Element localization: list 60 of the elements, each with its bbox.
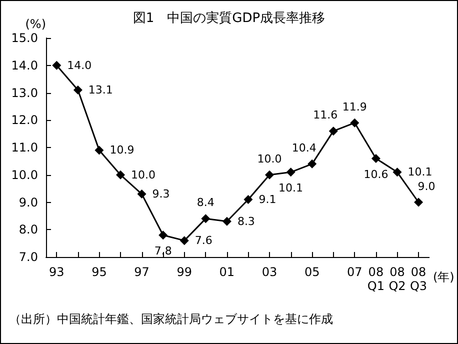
point (286, 168, 296, 177)
data-label: 14.0 (67, 58, 92, 72)
text: （出所）中国統計年鑑、国家統計局ウェブサイトを基に作成 (9, 312, 333, 326)
x-tick-label: 93 (49, 265, 64, 279)
data-label: 11.6 (313, 108, 338, 122)
x-tick-label: 95 (92, 265, 107, 279)
y-tick-label: 10.0 (11, 168, 38, 182)
data-label: 7.6 (194, 234, 212, 248)
y-tick-label: 7.0 (18, 250, 38, 264)
data-label: 9.1 (258, 193, 276, 206)
y-tick-label: 12.0 (11, 113, 38, 128)
y-axis-title: (%) (25, 17, 46, 31)
data-label: 10.6 (364, 168, 388, 181)
data-label: 10.1 (278, 182, 304, 195)
data-label: 13.1 (88, 84, 113, 97)
point (137, 190, 146, 199)
x-tick-label: 03 (262, 265, 278, 279)
point (265, 170, 274, 180)
y-tick-label: 9.0 (18, 195, 38, 210)
y-tick-label: 15.0 (11, 31, 38, 45)
point (308, 159, 317, 168)
x-tick-label: 01 (219, 265, 235, 279)
point (116, 170, 126, 180)
data-label: 8.3 (237, 214, 255, 228)
x-tick-label: 97 (134, 265, 150, 279)
y-tick-label: 8.0 (18, 222, 38, 237)
x-tick-label: 99 (176, 265, 192, 279)
point (180, 236, 189, 246)
point (94, 146, 104, 155)
x-tick-label: 08 Q3 (410, 265, 428, 293)
x-axis-title: (年) (432, 270, 454, 284)
data-label: 11.9 (342, 100, 367, 114)
data-label: 10.0 (131, 168, 156, 182)
point (73, 86, 82, 95)
x-tick-label: 07 (347, 265, 362, 279)
x-tick-label: 08 Q1 (367, 265, 384, 293)
y-tick-label: 14.0 (11, 58, 38, 72)
point (392, 168, 402, 177)
point (158, 230, 168, 240)
point (52, 60, 62, 70)
point (201, 214, 210, 224)
y-tick-label: 11.0 (11, 140, 38, 154)
data-label: 10.9 (110, 144, 134, 157)
point (328, 126, 338, 136)
data-label: 10.4 (292, 141, 316, 154)
point (222, 216, 232, 226)
y-tick-label: 13.0 (11, 86, 38, 100)
data-label: 8.4 (196, 196, 214, 210)
data-label: 10.1 (408, 166, 432, 179)
point (414, 198, 424, 207)
point (350, 118, 360, 128)
data-label: 7.8 (154, 244, 172, 258)
point (371, 154, 380, 163)
point (244, 195, 253, 204)
chart-title: 図1 中国の実質GDP成長率推移 (132, 10, 326, 26)
data-label: 9.3 (152, 188, 170, 201)
data-label: 10.0 (257, 152, 282, 166)
x-tick-label: 08 Q2 (388, 265, 406, 293)
x-tick-label: 05 (304, 265, 320, 279)
data-label: 9.0 (418, 180, 436, 193)
